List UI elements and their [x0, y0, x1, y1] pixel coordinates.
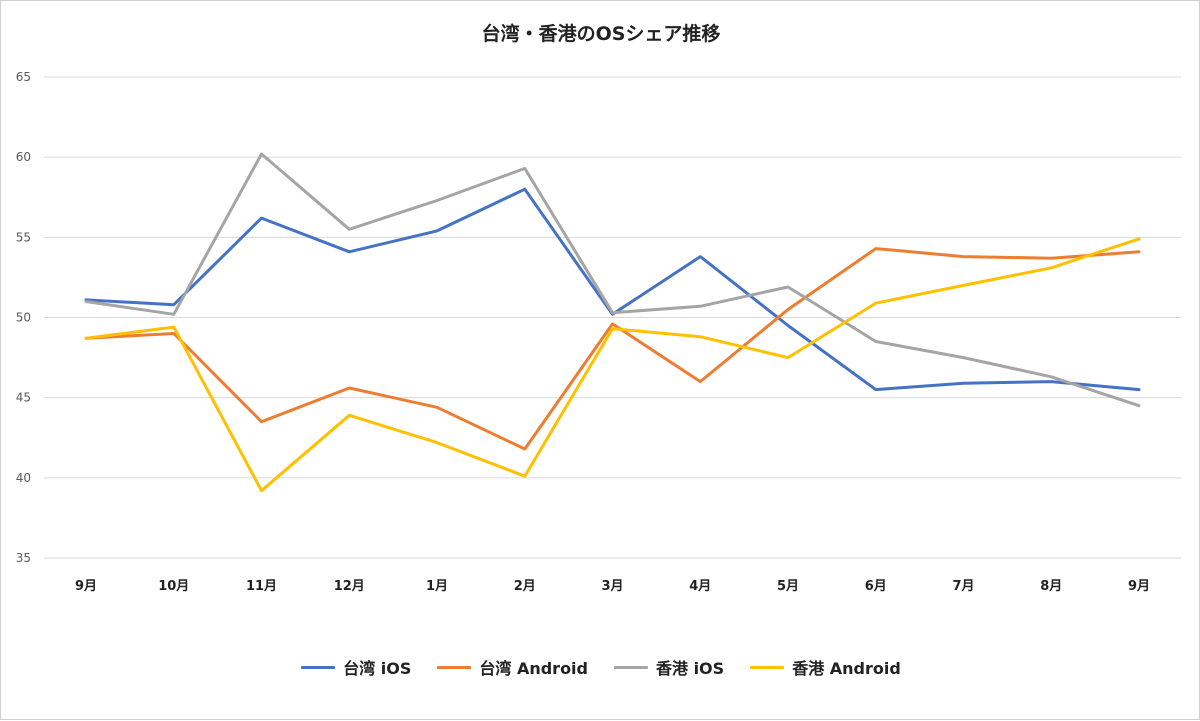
legend-item: 香港 iOS: [614, 655, 724, 679]
series-line-2: [84, 152, 1141, 408]
y-tick-label: 60: [16, 150, 31, 164]
series-line-1: [84, 247, 1141, 451]
legend-label: 台湾 Android: [479, 659, 588, 678]
x-tick-label: 9月: [1128, 579, 1150, 594]
x-tick-label: 5月: [777, 579, 799, 594]
legend-label: 香港 Android: [792, 659, 901, 678]
legend-swatch: [750, 665, 785, 669]
series-lines: [84, 152, 1141, 493]
x-tick-label: 2月: [514, 579, 536, 594]
y-tick-label: 40: [16, 471, 31, 485]
x-tick-label: 12月: [334, 579, 365, 594]
series-line-3: [84, 237, 1141, 493]
legend-swatch: [301, 665, 336, 669]
y-tick-label: 65: [16, 70, 31, 84]
y-axis-ticks: 35 40 45 50 55 60 65: [16, 70, 31, 565]
legend: 台湾 iOS 台湾 Android 香港 iOS 香港 Android: [1, 653, 1200, 681]
y-tick-label: 55: [16, 230, 31, 244]
x-tick-label: 3月: [601, 579, 623, 594]
x-tick-label: 4月: [689, 579, 711, 594]
gridlines: [44, 76, 1181, 559]
legend-item: 香港 Android: [750, 655, 901, 679]
y-tick-label: 50: [16, 311, 31, 325]
x-axis-ticks: 9月 10月 11月 12月 1月 2月 3月 4月 5月 6月 7月 8月 9月: [75, 579, 1150, 594]
chart-title: 台湾・香港のOSシェア推移: [481, 23, 721, 45]
x-tick-label: 1月: [426, 579, 448, 594]
x-tick-label: 11月: [246, 579, 277, 594]
x-tick-label: 7月: [952, 579, 974, 594]
legend-label: 香港 iOS: [656, 659, 725, 678]
x-tick-label: 10月: [158, 579, 189, 594]
series-line-0: [84, 187, 1141, 392]
legend-swatch: [437, 665, 472, 669]
legend-item: 台湾 Android: [437, 655, 588, 679]
x-tick-label: 8月: [1040, 579, 1062, 594]
y-tick-label: 45: [16, 391, 31, 405]
legend-item: 台湾 iOS: [301, 655, 411, 679]
x-tick-label: 6月: [865, 579, 887, 594]
y-tick-label: 35: [16, 551, 31, 565]
x-tick-label: 9月: [75, 579, 97, 594]
legend-swatch: [614, 665, 648, 669]
legend-label: 台湾 iOS: [343, 659, 412, 678]
